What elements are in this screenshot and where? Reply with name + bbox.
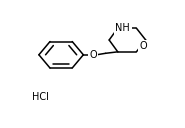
Text: O: O — [140, 41, 147, 51]
Text: NH: NH — [115, 23, 130, 33]
Text: O: O — [90, 50, 97, 60]
Text: HCl: HCl — [32, 92, 49, 102]
